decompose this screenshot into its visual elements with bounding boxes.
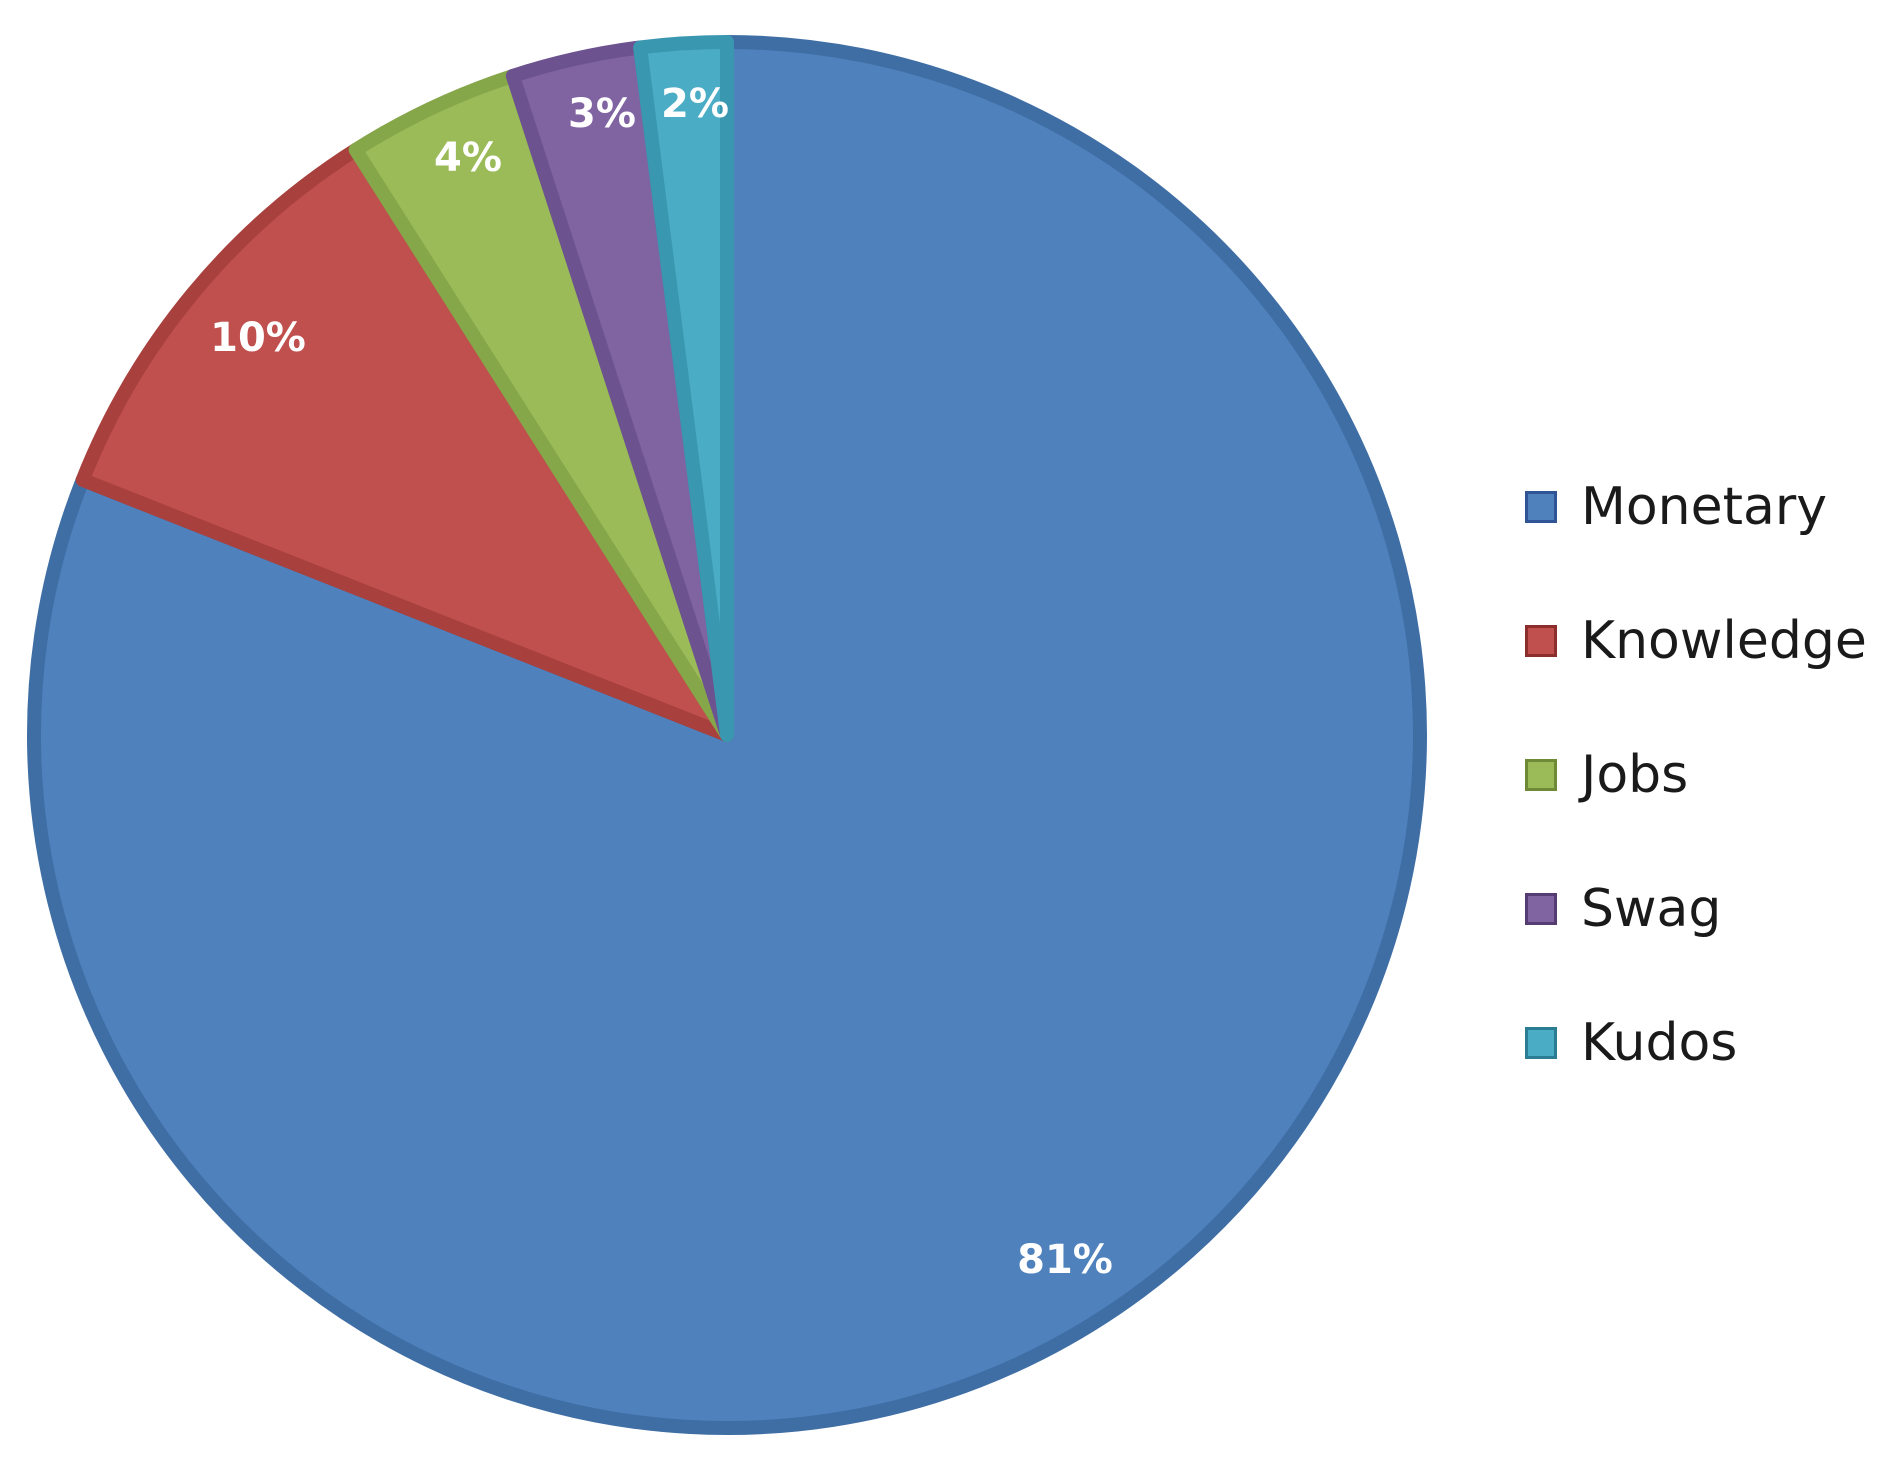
slice-label-monetary: 81% [1017,1237,1113,1283]
pie-slice-kudos [633,35,734,742]
legend-item-kudos: Kudos [1525,976,1895,1110]
legend-label-kudos: Kudos [1581,1013,1738,1073]
legend-item-monetary: Monetary [1525,440,1895,574]
pie-slice-monetary [26,35,1427,1435]
legend-swatch-monetary [1525,491,1557,523]
slice-label-knowledge: 10% [210,315,306,361]
legend-item-jobs: Jobs [1525,708,1895,842]
legend-label-swag: Swag [1581,879,1722,939]
legend-swatch-swag [1525,893,1557,925]
pie-slices [26,35,1427,1435]
slice-label-jobs: 4% [434,135,502,181]
chart-legend: Monetary Knowledge Jobs Swag Kudos [1525,440,1895,1110]
pie-slice-knowledge [75,142,734,742]
legend-item-knowledge: Knowledge [1525,574,1895,708]
legend-item-swag: Swag [1525,842,1895,976]
pie-value-labels: 81% 10% 4% 3% 2% [210,81,1113,1283]
legend-label-jobs: Jobs [1581,745,1689,805]
legend-swatch-knowledge [1525,625,1557,657]
legend-label-knowledge: Knowledge [1581,611,1867,671]
slice-label-kudos: 2% [661,81,729,127]
slice-label-swag: 3% [568,91,636,137]
legend-swatch-jobs [1525,759,1557,791]
legend-swatch-kudos [1525,1027,1557,1059]
legend-label-monetary: Monetary [1581,477,1828,537]
